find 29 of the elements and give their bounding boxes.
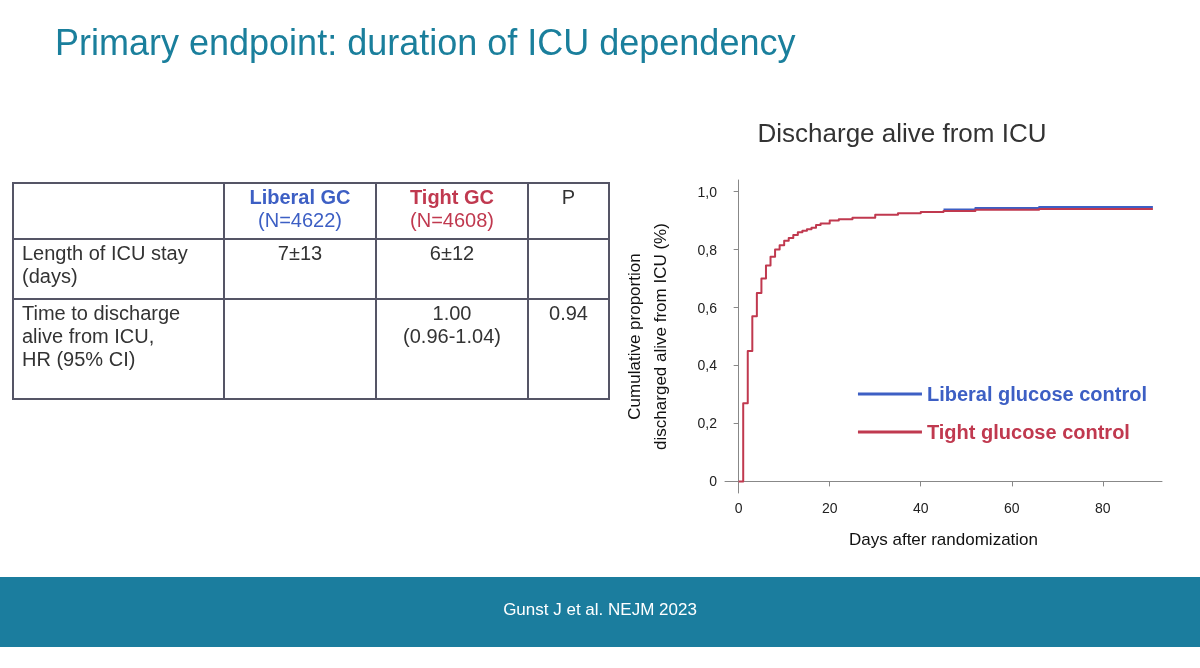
text: 1.00 (0.96-1.04)	[376, 299, 528, 399]
text: Tight GC	[409, 186, 495, 208]
x-tick-label: 0	[734, 500, 743, 516]
y-tick-label: 0,6	[697, 299, 718, 316]
x-tick-label: 40	[912, 500, 929, 516]
text: 7±13	[224, 239, 376, 299]
text: Time to discharge alive from ICU, HR (95% CI)	[13, 299, 224, 399]
text: (N=4608)	[410, 209, 494, 231]
text: Length of ICU stay (days)	[13, 239, 224, 299]
text: (N=4622)	[258, 209, 342, 231]
text: 0.94	[528, 299, 609, 399]
text: 6±12	[376, 239, 528, 299]
y-axis-title: Cumulative proportion discharged alive from ICU (%)	[624, 223, 670, 450]
text: Liberal GC	[249, 186, 351, 208]
x-axis-title: Days after randomization	[849, 530, 1038, 549]
text: P	[528, 183, 609, 239]
x-tick-label: 80	[1095, 500, 1111, 516]
chart-title: Discharge alive from ICU	[757, 118, 1047, 148]
x-tick-label: 60	[1003, 500, 1020, 516]
y-tick-label: 0,2	[697, 415, 718, 432]
y-tick-label: 0	[709, 473, 718, 490]
legend-label: Liberal glucose control	[926, 383, 1148, 405]
y-tick-label: 1,0	[697, 183, 718, 200]
y-tick-label: 0,4	[697, 357, 718, 374]
text: Gunst J et al. NEJM 2023	[0, 577, 1200, 647]
text: Primary endpoint: duration of ICU dependency	[55, 22, 796, 64]
x-tick-label: 20	[821, 500, 838, 516]
y-tick-label: 0,8	[697, 241, 718, 258]
legend-label: Tight glucose control	[926, 421, 1130, 443]
